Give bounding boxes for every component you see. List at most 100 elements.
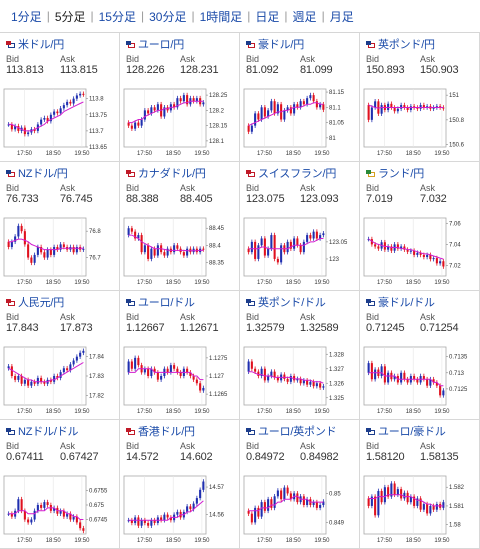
currency-pair-link[interactable]: カナダドル/円 [138, 168, 206, 180]
rate-card[interactable]: 英ポンド/ドル Bid Ask 1.32579 1.32589 1.328 1.327 1.3… [240, 291, 360, 420]
rate-card[interactable]: 英ポンド/円 Bid Ask 150.893 150.903 151 150.8 150.6 1… [360, 33, 480, 162]
y-tick-label: 1.58 [449, 523, 461, 529]
card-header: ユーロ/ドル [126, 295, 195, 309]
currency-pair-link[interactable]: 英ポンド/円 [378, 39, 435, 51]
currency-pair-link[interactable]: NZドル/円 [18, 168, 68, 180]
mini-chart[interactable]: 1.328 1.327 1.326 1.325 17:50 18:50 19:50 [240, 343, 359, 419]
candle [442, 390, 445, 396]
currency-pair-link[interactable]: 豪ドル/ドル [378, 297, 435, 309]
mini-chart[interactable]: 0.7135 0.713 0.7125 17:50 18:50 19:50 [360, 343, 479, 419]
rate-card[interactable]: ユーロ/円 Bid Ask 128.226 128.231 128.25 128.2 128.… [120, 33, 240, 162]
rate-card[interactable]: 豪ドル/ドル Bid Ask 0.71245 0.71254 0.7135 0.713 0.7… [360, 291, 480, 420]
y-tick-label: 76.8 [89, 229, 101, 235]
candle [403, 372, 406, 380]
rate-card[interactable]: ユーロ/豪ドル Bid Ask 1.58120 1.58135 1.582 1.581 1.5… [360, 420, 480, 549]
candle [322, 104, 325, 110]
candle [137, 357, 140, 366]
tab-timeframe[interactable]: 30分足 [149, 9, 187, 24]
currency-pair-link[interactable]: 米ドル/円 [18, 39, 65, 51]
candle [7, 241, 10, 247]
ask-label: Ask [60, 183, 76, 193]
mini-chart[interactable]: 1.582 1.581 1.58 17:50 18:50 19:50 [360, 472, 479, 548]
mini-chart[interactable]: 14.57 14.56 17:50 18:50 19:50 [120, 472, 239, 548]
rate-card[interactable]: NZドル/円 Bid Ask 76.733 76.745 76.8 76.7 17:50 18:… [0, 162, 120, 291]
mini-chart[interactable]: 7.06 7.04 7.02 17:50 18:50 19:50 [360, 214, 479, 290]
currency-pair-link[interactable]: ランド/円 [378, 168, 425, 180]
rate-card[interactable]: 人民元/円 Bid Ask 17.843 17.873 17.84 17.83 17.82 17… [0, 291, 120, 420]
x-tick-label: 19:50 [194, 409, 210, 415]
currency-pair-link[interactable]: ユーロ/ドル [138, 297, 195, 309]
candle [413, 376, 416, 380]
chart-frame [123, 475, 207, 535]
mini-chart[interactable]: 113.8 113.75 113.7 113.65 17:50 18:50 19:50 [0, 85, 119, 161]
currency-pair-link[interactable]: NZドル/ドル [18, 426, 79, 438]
candle [163, 107, 166, 117]
flag-base-icon [6, 427, 11, 432]
ask-value: 128.231 [180, 64, 219, 76]
candle [403, 105, 406, 108]
mini-chart[interactable]: 88.45 88.4 88.35 17:50 18:50 19:50 [120, 214, 239, 290]
currency-pair-link[interactable]: 英ポンド/ドル [258, 297, 326, 309]
currency-pair-link[interactable]: ユーロ/豪ドル [378, 426, 446, 438]
currency-pair-link[interactable]: 人民元/円 [18, 297, 65, 309]
rate-card[interactable]: カナダドル/円 Bid Ask 88.388 88.405 88.45 88.4 88.35 1… [120, 162, 240, 291]
candle [283, 374, 286, 379]
candle [82, 93, 85, 95]
candle [390, 103, 393, 108]
rate-card[interactable]: スイスフラン/円 Bid Ask 123.075 123.093 123.05 123 17:… [240, 162, 360, 291]
candle [46, 249, 49, 258]
mini-chart[interactable]: 151 150.8 150.6 17:50 18:50 19:50 [360, 85, 479, 161]
ask-value: 81.099 [300, 64, 333, 76]
candle [192, 98, 195, 102]
mini-chart[interactable]: 81.15 81.1 81.05 81 17:50 18:50 19:50 [240, 85, 359, 161]
mini-chart[interactable]: 128.25 128.2 128.15 128.1 17:50 18:50 19:50 [120, 85, 239, 161]
candle [17, 499, 20, 511]
rate-card[interactable]: 米ドル/円 Bid Ask 113.813 113.815 113.8 113.75 113.… [0, 33, 120, 162]
currency-pair-link[interactable]: ユーロ/円 [138, 39, 185, 51]
candle [43, 381, 46, 384]
mini-chart[interactable]: 76.8 76.7 17:50 18:50 19:50 [0, 214, 119, 290]
currency-flag-icon [366, 427, 375, 435]
candle [293, 238, 296, 249]
ask-label: Ask [420, 312, 436, 322]
bid-value: 0.67411 [6, 451, 44, 463]
currency-pair-link[interactable]: スイスフラン/円 [258, 168, 337, 180]
currency-flag-icon [126, 427, 135, 435]
tab-timeframe[interactable]: 週足 [292, 9, 317, 24]
tab-timeframe[interactable]: 月足 [329, 9, 354, 24]
tab-timeframe[interactable]: 1分足 [11, 9, 42, 24]
candle [140, 119, 143, 126]
candle [383, 366, 386, 383]
rate-card[interactable]: ユーロ/ドル Bid Ask 1.12667 1.12671 1.1275 1.127 1.1… [120, 291, 240, 420]
chart-frame [123, 88, 207, 148]
bid-value: 7.019 [366, 193, 393, 205]
mini-chart[interactable]: 1.1275 1.127 1.1265 17:50 18:50 19:50 [120, 343, 239, 419]
candle [270, 371, 273, 376]
rate-card[interactable]: NZドル/ドル Bid Ask 0.67411 0.67427 0.6755 0.675 0.… [0, 420, 120, 549]
rate-card[interactable]: ユーロ/英ポンド Bid Ask 0.84972 0.84982 0.85 0.849 17:… [240, 420, 360, 549]
candle [400, 105, 403, 109]
y-tick-label: 81.05 [329, 121, 345, 127]
rate-card[interactable]: 豪ドル/円 Bid Ask 81.092 81.099 81.15 81.1 81.05 81 1… [240, 33, 360, 162]
tab-timeframe[interactable]: 5分足 [54, 9, 86, 24]
tab-timeframe[interactable]: 15分足 [98, 9, 136, 24]
currency-pair-link[interactable]: 豪ドル/円 [258, 39, 305, 51]
currency-pair-link[interactable]: 香港ドル/円 [138, 426, 195, 438]
mini-chart[interactable]: 0.6755 0.675 0.6745 17:50 18:50 19:50 [0, 472, 119, 548]
rate-card[interactable]: ランド/円 Bid Ask 7.019 7.032 7.06 7.04 7.02 17:50 18… [360, 162, 480, 291]
mini-chart[interactable]: 0.85 0.849 17:50 18:50 19:50 [240, 472, 359, 548]
mini-chart[interactable]: 123.05 123 17:50 18:50 19:50 [240, 214, 359, 290]
mini-chart[interactable]: 17.84 17.83 17.82 17:50 18:50 19:50 [0, 343, 119, 419]
currency-pair-link[interactable]: ユーロ/英ポンド [258, 426, 337, 438]
tab-timeframe[interactable]: 1時間足 [199, 9, 243, 24]
candle [53, 507, 56, 511]
candle [7, 124, 10, 126]
x-tick-label: 18:50 [406, 151, 422, 157]
candle [33, 129, 36, 131]
candle [273, 371, 276, 378]
rate-card[interactable]: 香港ドル/円 Bid Ask 14.572 14.602 14.57 14.56 17:50 1… [120, 420, 240, 549]
candle [387, 103, 390, 110]
y-tick-label: 150.8 [449, 118, 465, 124]
tab-timeframe[interactable]: 日足 [255, 9, 280, 24]
candle [419, 105, 422, 109]
